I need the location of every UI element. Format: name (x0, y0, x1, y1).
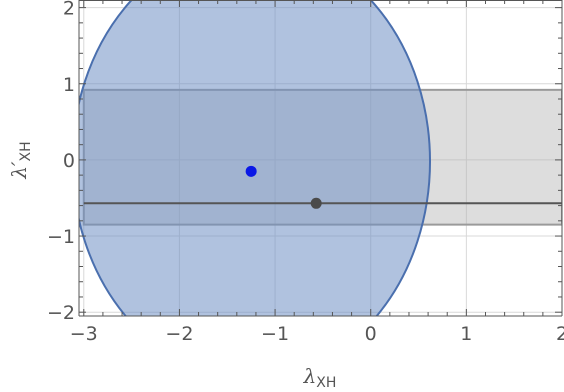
plot-frame (78, 0, 563, 317)
x-tick-label-1: −2 (165, 323, 193, 345)
points (245, 165, 322, 209)
y-tick-label-0: −2 (47, 302, 75, 324)
y-tick-label-3: 1 (63, 74, 75, 96)
y-tick-label-4: 2 (63, 0, 75, 20)
data-point-1 (310, 197, 322, 209)
x-tick-label-2: −1 (261, 323, 289, 345)
regions (79, 0, 562, 316)
x-tick-label-0: −3 (70, 323, 98, 345)
x-axis-label: λXH (303, 364, 337, 391)
x-tick-labels: −3 −2 −1 0 1 2 (70, 323, 564, 345)
y-tick-label-2: 0 (63, 150, 75, 172)
x-tick-label-5: 2 (556, 323, 564, 345)
data-point-0 (245, 165, 257, 177)
ticks (79, 0, 563, 316)
x-tick-label-3: 0 (365, 323, 377, 345)
y-axis-label: λ′XH (7, 141, 34, 179)
y-tick-labels: −2 −1 0 1 2 (47, 0, 75, 324)
region-ellipse-1 (79, 0, 431, 316)
x-tick-label-4: 1 (460, 323, 472, 345)
y-tick-label-1: −1 (47, 226, 75, 248)
